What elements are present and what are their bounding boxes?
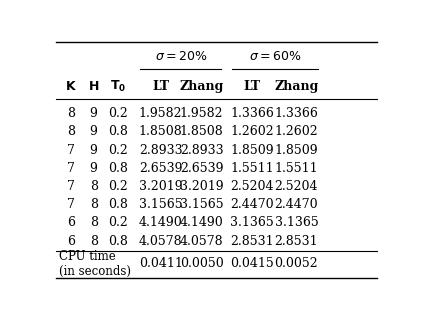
Text: 8: 8: [89, 235, 97, 248]
Text: 1.8508: 1.8508: [180, 125, 223, 138]
Text: LT: LT: [244, 80, 261, 93]
Text: $\sigma = 20\%$: $\sigma = 20\%$: [154, 50, 207, 63]
Text: 2.4470: 2.4470: [230, 198, 274, 211]
Text: Zhang: Zhang: [179, 80, 224, 93]
Text: 2.5204: 2.5204: [230, 180, 274, 193]
Text: 1.3366: 1.3366: [274, 107, 318, 120]
Text: 0.2: 0.2: [108, 216, 128, 229]
Text: 4.1490: 4.1490: [180, 216, 223, 229]
Text: 2.8933: 2.8933: [139, 144, 182, 156]
Text: 1.9582: 1.9582: [180, 107, 223, 120]
Text: 1.9582: 1.9582: [139, 107, 182, 120]
Text: 0.2: 0.2: [108, 107, 128, 120]
Text: LT: LT: [152, 80, 169, 93]
Text: 4.0578: 4.0578: [180, 235, 223, 248]
Text: 9: 9: [90, 107, 97, 120]
Text: 2.8531: 2.8531: [230, 235, 274, 248]
Text: 3.2019: 3.2019: [139, 180, 182, 193]
Text: 3.1565: 3.1565: [180, 198, 223, 211]
Text: 0.8: 0.8: [108, 235, 128, 248]
Text: 7: 7: [67, 198, 75, 211]
Text: 0.2: 0.2: [108, 144, 128, 156]
Text: 0.2: 0.2: [108, 180, 128, 193]
Text: 0.0415: 0.0415: [230, 257, 274, 270]
Text: 8: 8: [67, 125, 75, 138]
Text: 9: 9: [90, 162, 97, 175]
Text: $\sigma = 60\%$: $\sigma = 60\%$: [249, 50, 301, 63]
Text: 2.8933: 2.8933: [180, 144, 223, 156]
Text: 1.8509: 1.8509: [230, 144, 274, 156]
Text: 1.5511: 1.5511: [275, 162, 318, 175]
Text: 4.0578: 4.0578: [139, 235, 182, 248]
Text: 0.8: 0.8: [108, 125, 128, 138]
Text: 0.0411: 0.0411: [139, 257, 183, 270]
Text: 0.8: 0.8: [108, 198, 128, 211]
Text: 7: 7: [67, 162, 75, 175]
Text: 9: 9: [90, 125, 97, 138]
Text: $\mathbf{K}$: $\mathbf{K}$: [65, 80, 77, 93]
Text: 1.8508: 1.8508: [139, 125, 183, 138]
Text: 8: 8: [89, 198, 97, 211]
Text: 2.6539: 2.6539: [139, 162, 182, 175]
Text: 7: 7: [67, 144, 75, 156]
Text: 3.2019: 3.2019: [180, 180, 223, 193]
Text: 8: 8: [89, 216, 97, 229]
Text: 8: 8: [89, 180, 97, 193]
Text: 1.2602: 1.2602: [275, 125, 318, 138]
Text: 8: 8: [67, 107, 75, 120]
Text: 2.8531: 2.8531: [275, 235, 318, 248]
Text: 9: 9: [90, 144, 97, 156]
Text: $\mathbf{T_0}$: $\mathbf{T_0}$: [110, 79, 126, 94]
Text: Zhang: Zhang: [274, 80, 319, 93]
Text: 7: 7: [67, 180, 75, 193]
Text: 2.6539: 2.6539: [180, 162, 223, 175]
Text: 3.1565: 3.1565: [139, 198, 182, 211]
Text: 3.1365: 3.1365: [230, 216, 274, 229]
Text: 1.2602: 1.2602: [230, 125, 274, 138]
Text: 0.0050: 0.0050: [180, 257, 223, 270]
Text: 6: 6: [67, 216, 75, 229]
Text: 0.0052: 0.0052: [275, 257, 318, 270]
Text: 1.3366: 1.3366: [230, 107, 274, 120]
Text: 4.1490: 4.1490: [139, 216, 183, 229]
Text: 0.8: 0.8: [108, 162, 128, 175]
Text: 2.4470: 2.4470: [275, 198, 318, 211]
Text: 1.5511: 1.5511: [230, 162, 274, 175]
Text: $\mathbf{H}$: $\mathbf{H}$: [88, 80, 99, 93]
Text: 2.5204: 2.5204: [275, 180, 318, 193]
Text: 6: 6: [67, 235, 75, 248]
Text: 1.8509: 1.8509: [275, 144, 318, 156]
Text: 3.1365: 3.1365: [275, 216, 318, 229]
Text: CPU time
(in seconds): CPU time (in seconds): [59, 250, 131, 278]
